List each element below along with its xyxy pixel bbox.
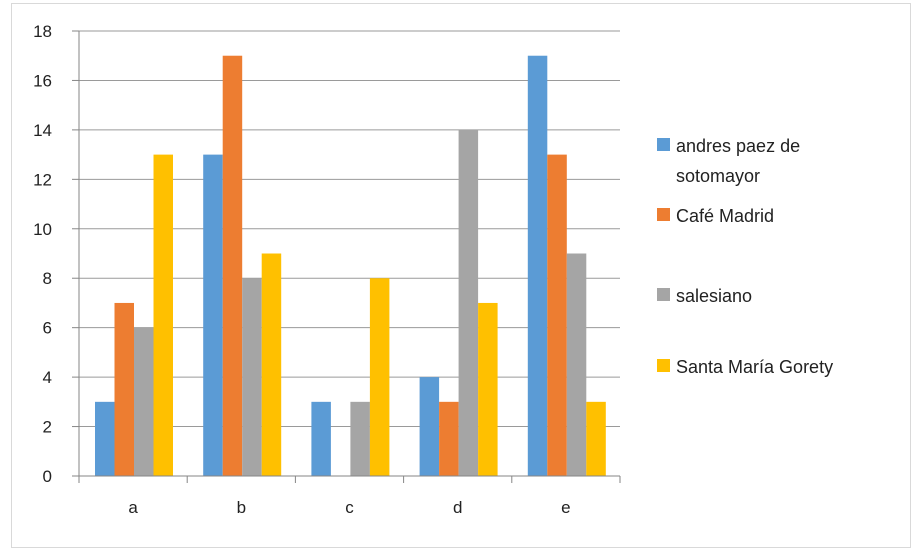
x-tick-labels: a b c d e xyxy=(128,498,570,517)
legend-item: andres paez de sotomayor xyxy=(657,136,800,186)
x-tick-label: c xyxy=(345,498,354,517)
bar xyxy=(547,154,567,476)
bar xyxy=(311,401,331,476)
x-tick-label: b xyxy=(237,498,246,517)
bar xyxy=(566,253,587,476)
axes xyxy=(72,30,621,483)
bar xyxy=(222,55,243,476)
y-tick-label: 2 xyxy=(43,418,52,437)
x-tick-label: e xyxy=(561,498,570,517)
y-tick-label: 16 xyxy=(33,71,52,90)
y-tick-label: 18 xyxy=(33,22,52,41)
legend-item: Café Madrid xyxy=(657,206,774,226)
legend: andres paez de sotomayor Café Madrid salesi… xyxy=(657,136,833,377)
y-tick-label: 6 xyxy=(43,319,52,338)
bar xyxy=(242,278,262,476)
bar-chart: 0 2 4 6 8 10 12 14 16 18 a b c d e andres paez de soto… xyxy=(33,22,833,517)
y-tick-label: 12 xyxy=(33,170,52,189)
y-tick-labels: 0 2 4 6 8 10 12 14 16 18 xyxy=(33,22,52,486)
y-tick-label: 10 xyxy=(33,220,52,239)
legend-label: salesiano xyxy=(676,286,752,306)
legend-swatch xyxy=(657,138,670,151)
legend-label: Santa María Gorety xyxy=(676,357,833,377)
bars xyxy=(95,55,606,476)
legend-label: andres paez de xyxy=(676,136,800,156)
bar xyxy=(419,377,440,476)
y-tick-label: 0 xyxy=(43,467,52,486)
x-tick-label: d xyxy=(453,498,462,517)
y-tick-label: 8 xyxy=(43,269,52,288)
bar xyxy=(203,154,223,476)
bar xyxy=(153,154,173,476)
bar xyxy=(261,253,282,476)
legend-swatch xyxy=(657,288,670,301)
bar xyxy=(134,327,154,476)
bar xyxy=(478,302,498,476)
y-tick-label: 14 xyxy=(33,121,52,140)
bar xyxy=(458,129,479,476)
bar xyxy=(369,278,390,476)
legend-swatch xyxy=(657,208,670,221)
legend-item: salesiano xyxy=(657,286,752,306)
bar xyxy=(350,401,370,476)
bar xyxy=(439,401,459,476)
legend-item: Santa María Gorety xyxy=(657,357,833,377)
legend-swatch xyxy=(657,359,670,372)
legend-label: sotomayor xyxy=(676,166,760,186)
bar xyxy=(95,401,115,476)
bar xyxy=(527,55,548,476)
y-tick-label: 4 xyxy=(43,368,52,387)
bar xyxy=(114,302,134,476)
x-tick-label: a xyxy=(128,498,138,517)
legend-label: Café Madrid xyxy=(676,206,774,226)
bar xyxy=(586,401,606,476)
